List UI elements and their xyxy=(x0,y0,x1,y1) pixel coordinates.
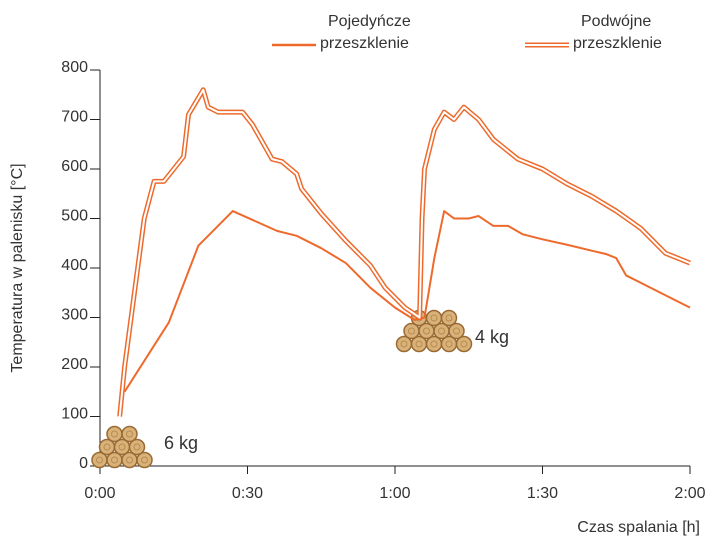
y-tick-label: 0 xyxy=(79,455,88,472)
y-tick-label: 400 xyxy=(61,257,88,274)
legend-label-line: Podwójne xyxy=(581,13,651,30)
log xyxy=(107,427,122,442)
x-tick-label: 1:00 xyxy=(379,485,410,502)
log xyxy=(442,311,457,326)
x-axis-label: Czas spalania [h] xyxy=(577,519,700,536)
legend-label-line: przeszklenie xyxy=(573,35,662,52)
y-tick-label: 300 xyxy=(61,307,88,324)
x-tick-label: 1:30 xyxy=(527,485,558,502)
log xyxy=(122,427,137,442)
y-tick-label: 100 xyxy=(61,406,88,423)
y-axis-label: Temperatura w palenisku [°C] xyxy=(9,163,26,372)
legend-label-line: przeszklenie xyxy=(320,35,409,52)
single-line xyxy=(125,211,690,392)
y-tick-label: 600 xyxy=(61,158,88,175)
y-tick-label: 500 xyxy=(61,208,88,225)
y-tick-label: 800 xyxy=(61,59,88,76)
annotation: 6 kg xyxy=(164,433,198,453)
log xyxy=(427,311,442,326)
chart: Czas spalania [h] Temperatura w palenisk… xyxy=(0,0,712,542)
y-tick-label: 200 xyxy=(61,356,88,373)
legend-label: Pojedyńcze przeszklenie xyxy=(320,13,411,52)
x-tick-label: 0:30 xyxy=(232,485,263,502)
annotation: 4 kg xyxy=(475,327,509,347)
x-tick-label: 2:00 xyxy=(674,485,705,502)
x-tick-label: 0:00 xyxy=(84,485,115,502)
legend-label-line: Pojedyńcze xyxy=(328,13,411,30)
legend-label: Podwójne przeszklenie xyxy=(573,13,662,52)
y-tick-label: 700 xyxy=(61,109,88,126)
